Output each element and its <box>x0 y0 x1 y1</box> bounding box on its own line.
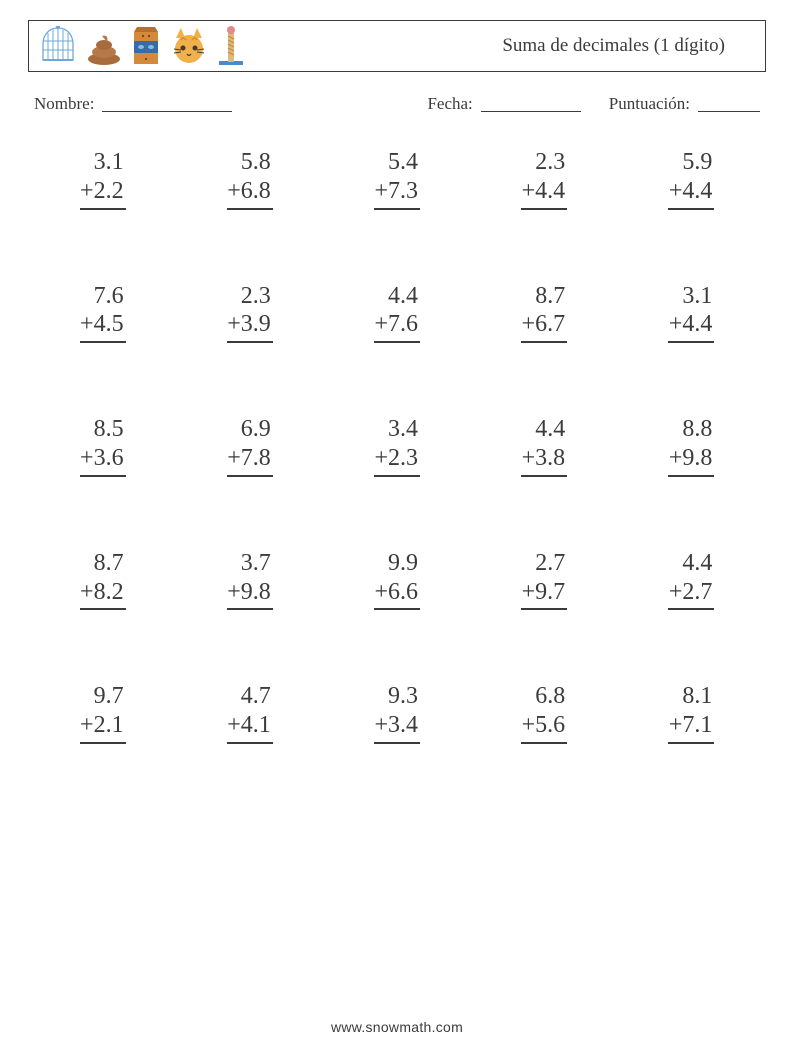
score-blank[interactable] <box>698 94 760 112</box>
operand-top: 9.3 <box>374 682 420 711</box>
problem: 3.1+2.2 <box>34 148 171 210</box>
operand-bottom: +2.2 <box>80 177 126 210</box>
operand-bottom: +2.1 <box>80 711 126 744</box>
problem: 9.3+3.4 <box>328 682 465 744</box>
operand-top: 4.4 <box>374 282 420 311</box>
operand-top: 2.7 <box>521 549 567 578</box>
problem: 5.8+6.8 <box>181 148 318 210</box>
operand-bottom: +2.7 <box>668 578 714 611</box>
operand-top: 6.9 <box>227 415 273 444</box>
operand-bottom: +3.4 <box>374 711 420 744</box>
problem: 8.7+6.7 <box>476 282 613 344</box>
problem: 2.7+9.7 <box>476 549 613 611</box>
operand-bottom: +4.4 <box>668 177 714 210</box>
info-spacer <box>240 94 419 114</box>
operand-bottom: +9.8 <box>668 444 714 477</box>
operand-bottom: +6.6 <box>374 578 420 611</box>
header-box: Suma de decimales (1 dígito) <box>28 20 766 72</box>
problem: 3.4+2.3 <box>328 415 465 477</box>
operand-bottom: +3.9 <box>227 310 273 343</box>
operand-bottom: +9.7 <box>521 578 567 611</box>
problem: 9.7+2.1 <box>34 682 171 744</box>
operand-bottom: +4.4 <box>521 177 567 210</box>
operand-top: 7.6 <box>80 282 126 311</box>
operand-bottom: +6.7 <box>521 310 567 343</box>
date-blank[interactable] <box>481 94 581 112</box>
operand-top: 9.7 <box>80 682 126 711</box>
operand-bottom: +4.1 <box>227 711 273 744</box>
problem: 8.1+7.1 <box>623 682 760 744</box>
cat-face-icon <box>169 26 209 66</box>
operand-top: 2.3 <box>521 148 567 177</box>
problem: 4.4+7.6 <box>328 282 465 344</box>
problem: 9.9+6.6 <box>328 549 465 611</box>
operand-top: 3.1 <box>668 282 714 311</box>
problem: 4.4+2.7 <box>623 549 760 611</box>
poop-icon <box>85 26 123 66</box>
operand-bottom: +8.2 <box>80 578 126 611</box>
operand-top: 4.7 <box>227 682 273 711</box>
operand-bottom: +4.5 <box>80 310 126 343</box>
problem: 6.8+5.6 <box>476 682 613 744</box>
problem: 8.8+9.8 <box>623 415 760 477</box>
name-label: Nombre: <box>34 94 94 114</box>
info-line: Nombre: Fecha: Puntuación: <box>34 94 760 114</box>
operand-bottom: +2.3 <box>374 444 420 477</box>
operand-bottom: +3.8 <box>521 444 567 477</box>
problem: 7.6+4.5 <box>34 282 171 344</box>
operand-top: 2.3 <box>227 282 273 311</box>
operand-top: 5.9 <box>668 148 714 177</box>
operand-bottom: +4.4 <box>668 310 714 343</box>
info-gap <box>589 94 601 114</box>
operand-bottom: +7.3 <box>374 177 420 210</box>
scratch-post-icon <box>217 26 245 66</box>
problem: 8.5+3.6 <box>34 415 171 477</box>
problems-grid: 3.1+2.25.8+6.85.4+7.32.3+4.45.9+4.47.6+4… <box>28 148 766 744</box>
date-label: Fecha: <box>427 94 472 114</box>
problem: 3.7+9.8 <box>181 549 318 611</box>
operand-top: 8.1 <box>668 682 714 711</box>
operand-top: 3.4 <box>374 415 420 444</box>
problem: 5.4+7.3 <box>328 148 465 210</box>
birdcage-icon <box>39 26 77 66</box>
operand-bottom: +6.8 <box>227 177 273 210</box>
operand-top: 8.7 <box>521 282 567 311</box>
operand-top: 9.9 <box>374 549 420 578</box>
operand-top: 3.7 <box>227 549 273 578</box>
operand-top: 8.5 <box>80 415 126 444</box>
footer-url: www.snowmath.com <box>28 1019 766 1041</box>
operand-bottom: +9.8 <box>227 578 273 611</box>
operand-top: 8.8 <box>668 415 714 444</box>
problem: 6.9+7.8 <box>181 415 318 477</box>
problem: 2.3+4.4 <box>476 148 613 210</box>
operand-top: 3.1 <box>80 148 126 177</box>
problem: 4.4+3.8 <box>476 415 613 477</box>
pet-food-bag-icon <box>131 26 161 66</box>
operand-top: 5.8 <box>227 148 273 177</box>
problem: 8.7+8.2 <box>34 549 171 611</box>
header-icons <box>39 26 245 66</box>
operand-top: 6.8 <box>521 682 567 711</box>
problem: 3.1+4.4 <box>623 282 760 344</box>
operand-bottom: +3.6 <box>80 444 126 477</box>
operand-top: 4.4 <box>668 549 714 578</box>
operand-top: 4.4 <box>521 415 567 444</box>
problem: 4.7+4.1 <box>181 682 318 744</box>
problem: 2.3+3.9 <box>181 282 318 344</box>
worksheet-page: Suma de decimales (1 dígito) Nombre: Fec… <box>0 0 794 1053</box>
worksheet-title: Suma de decimales (1 dígito) <box>502 35 755 57</box>
operand-bottom: +7.8 <box>227 444 273 477</box>
score-label: Puntuación: <box>609 94 690 114</box>
operand-bottom: +7.6 <box>374 310 420 343</box>
operand-top: 5.4 <box>374 148 420 177</box>
operand-top: 8.7 <box>80 549 126 578</box>
operand-bottom: +7.1 <box>668 711 714 744</box>
operand-bottom: +5.6 <box>521 711 567 744</box>
problem: 5.9+4.4 <box>623 148 760 210</box>
name-blank[interactable] <box>102 94 232 112</box>
